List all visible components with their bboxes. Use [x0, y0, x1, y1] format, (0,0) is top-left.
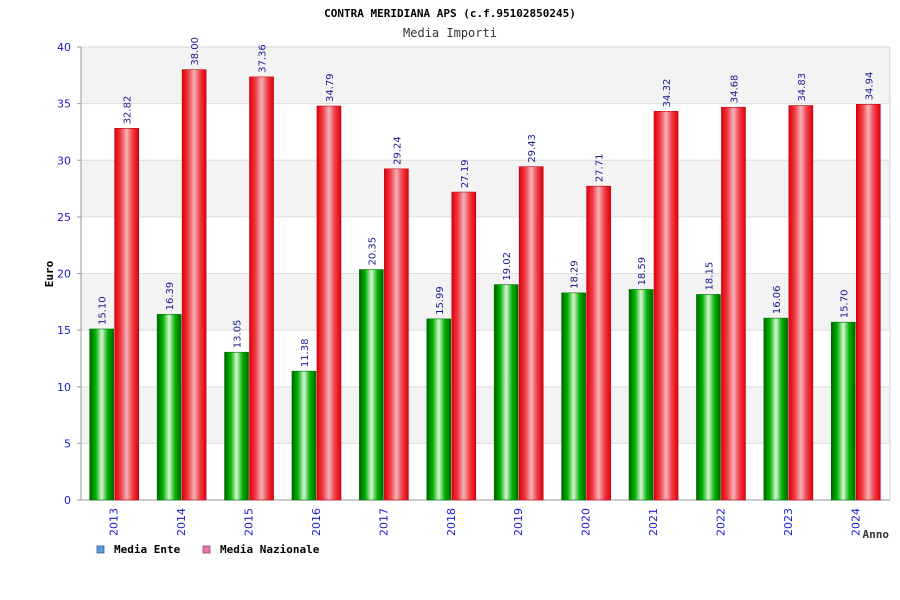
y-axis-label: Euro — [43, 260, 56, 287]
bar-value-label: 34.83 — [797, 73, 808, 102]
bar-value-label: 34.79 — [325, 73, 336, 102]
bar-value-label: 18.15 — [704, 262, 715, 291]
legend-swatch-nazionale — [202, 545, 211, 554]
x-tick-label: 2013 — [108, 508, 121, 536]
bar-value-label: 34.94 — [864, 72, 875, 101]
bar-media-ente — [291, 370, 317, 501]
bar-media-ente — [763, 317, 789, 501]
bar-value-label: 27.19 — [460, 159, 471, 188]
plot-band — [81, 103, 890, 161]
bar-media-nazionale — [653, 111, 679, 501]
y-axis-ticks: 0 5 10 15 20 25 30 35 40 — [57, 41, 71, 507]
x-tick-label: 2015 — [243, 508, 256, 536]
bar-media-nazionale — [721, 106, 746, 501]
legend-label-nazionale: Media Nazionale — [220, 543, 320, 556]
x-tick-label: 2014 — [175, 508, 188, 536]
bar-value-label: 16.06 — [772, 285, 783, 314]
x-tick-label: 2019 — [512, 508, 525, 536]
bar-value-label: 38.00 — [190, 37, 201, 66]
plot-band — [81, 330, 890, 387]
bar-labels-layer: 15.10 32.82 16.39 38.00 13.05 37.36 11.38 34.79… — [98, 37, 876, 367]
bar-value-label: 19.02 — [502, 252, 513, 281]
bar-value-label: 11.38 — [300, 338, 311, 367]
bar-value-label: 29.43 — [527, 134, 538, 163]
plot-area — [80, 46, 891, 501]
x-axis-ticks: 2013 2014 2015 2016 2017 2018 2019 2020 2021 2022… — [108, 508, 863, 536]
bar-media-ente — [493, 284, 519, 501]
bar-value-label: 32.82 — [123, 96, 134, 125]
bar-media-nazionale — [316, 105, 342, 501]
bar-media-ente — [156, 314, 182, 501]
bar-media-nazionale — [855, 104, 881, 501]
plot-band — [81, 216, 890, 274]
bar-media-nazionale — [181, 69, 207, 501]
bar-media-nazionale — [114, 128, 140, 501]
bar-media-ente — [628, 289, 654, 501]
bar-value-label: 15.99 — [435, 286, 446, 315]
y-tick-label: 30 — [57, 154, 71, 167]
bar-media-ente — [830, 321, 856, 501]
y-tick-label: 15 — [57, 324, 71, 337]
bar-media-ente — [426, 318, 452, 501]
legend-label-ente: Media Ente — [114, 543, 181, 556]
bar-value-label: 16.39 — [165, 282, 176, 311]
x-axis-label: Anno — [863, 528, 890, 541]
x-tick-label: 2016 — [310, 508, 323, 536]
bar-media-ente — [359, 269, 384, 501]
bar-value-label: 34.32 — [662, 79, 673, 108]
bar-value-label: 18.59 — [637, 257, 648, 286]
x-tick-label: 2020 — [580, 508, 593, 536]
bar-value-label: 15.70 — [839, 290, 850, 319]
y-tick-label: 20 — [57, 268, 71, 281]
bar-media-nazionale — [788, 105, 814, 501]
bar-value-label: 18.29 — [570, 260, 581, 289]
bar-media-nazionale — [586, 185, 611, 501]
bar-media-nazionale — [518, 166, 544, 501]
bar-value-label: 37.36 — [258, 44, 269, 73]
y-tick-label: 0 — [64, 494, 71, 507]
x-tick-label: 2024 — [849, 508, 862, 536]
plot-band — [81, 47, 890, 104]
bar-value-label: 20.35 — [367, 237, 378, 266]
plot-band — [81, 386, 890, 444]
y-tick-label: 25 — [57, 211, 71, 224]
bar-media-ente — [89, 328, 115, 501]
bar-media-nazionale — [451, 191, 477, 501]
bar-value-label: 13.05 — [233, 320, 244, 349]
bars-layer — [89, 69, 881, 501]
x-tick-label: 2017 — [377, 508, 390, 536]
bar-media-ente — [561, 292, 586, 501]
bar-value-label: 27.71 — [595, 154, 606, 183]
legend: Media Ente Media Nazionale — [96, 543, 320, 556]
x-tick-label: 2023 — [782, 508, 795, 536]
x-tick-label: 2022 — [714, 508, 727, 536]
chart-title: CONTRA MERIDIANA APS (c.f.95102850245) — [324, 7, 576, 20]
plot-band — [81, 273, 890, 331]
plot-band — [81, 443, 890, 500]
bar-media-ente — [224, 351, 249, 501]
bar-value-label: 15.10 — [98, 296, 109, 325]
bar-value-label: 34.68 — [729, 75, 740, 104]
bar-media-nazionale — [249, 76, 274, 501]
y-tick-label: 10 — [57, 381, 71, 394]
plot-band — [81, 160, 890, 217]
bar-value-label: 29.24 — [392, 136, 403, 165]
chart-subtitle: Media Importi — [403, 26, 497, 40]
y-tick-label: 40 — [57, 41, 71, 54]
x-tick-label: 2021 — [647, 508, 660, 536]
bar-media-ente — [696, 294, 721, 501]
y-tick-label: 5 — [64, 437, 71, 450]
bar-media-nazionale — [384, 168, 409, 501]
y-tick-label: 35 — [57, 98, 71, 111]
x-tick-label: 2018 — [445, 508, 458, 536]
legend-swatch-ente — [96, 545, 105, 554]
grid-lines — [77, 46, 890, 501]
